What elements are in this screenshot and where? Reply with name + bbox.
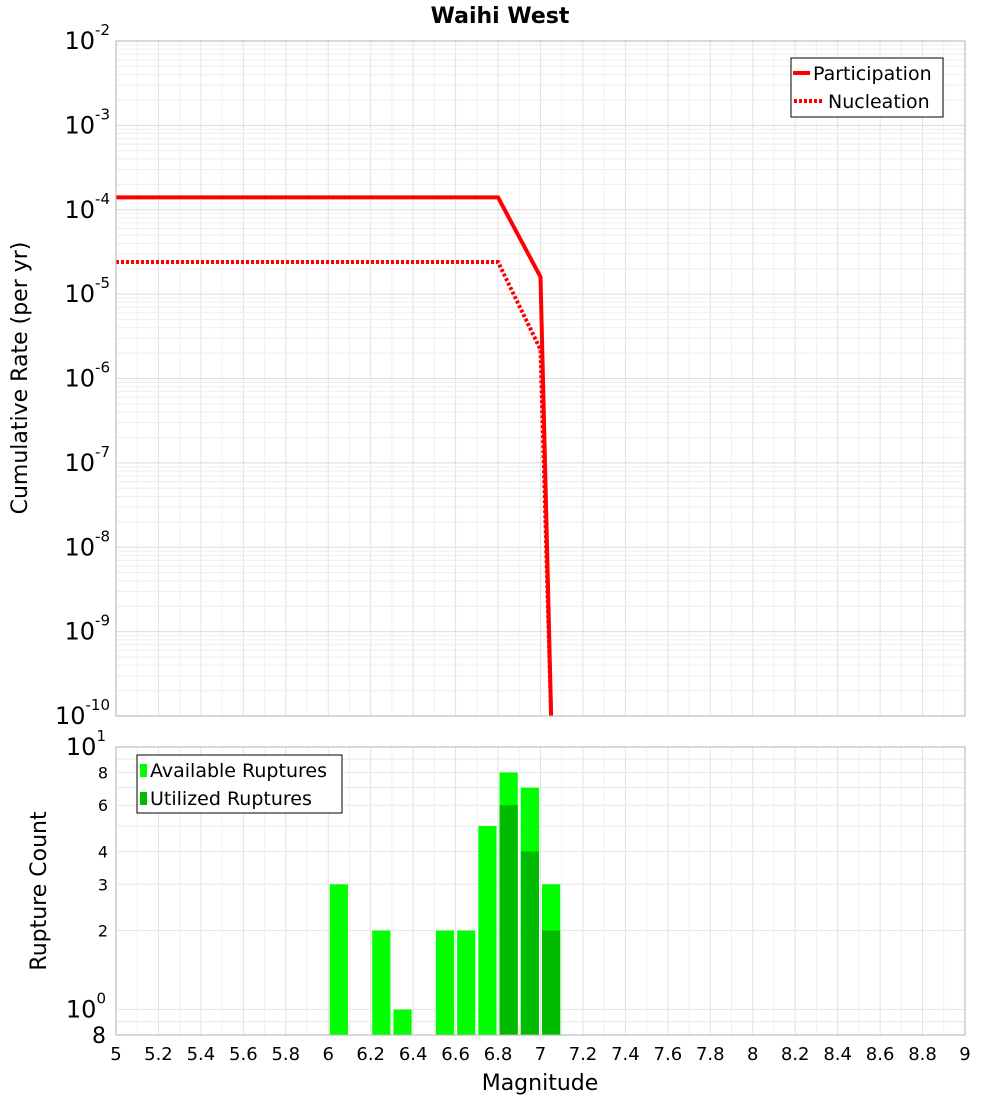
series-line-nucleation xyxy=(116,260,554,716)
bottom-y-tick-label: 6 xyxy=(98,796,108,815)
x-tick-label: 5.4 xyxy=(187,1044,216,1065)
rupture-legend: Available Ruptures Utilized Ruptures xyxy=(136,754,343,814)
bottom-plot-frame xyxy=(115,746,966,1036)
x-tick-label: 5.2 xyxy=(144,1044,173,1065)
x-ticks: 5 5.2 5.4 5.6 5.8 6 6.2 6.4 6.6 6.8 7 7.2 7.4 7.6 7.8 8… xyxy=(110,1044,970,1065)
x-tick-label: 5.6 xyxy=(229,1044,258,1065)
x-tick-label: 7.4 xyxy=(611,1044,640,1065)
rupture-legend-box xyxy=(136,754,343,814)
top-grid xyxy=(115,41,966,717)
bottom-y-tick-label: 101 xyxy=(66,727,106,761)
x-tick-label: 8.4 xyxy=(823,1044,852,1065)
legend-swatch-utilized xyxy=(140,792,147,805)
top-y-tick-label: 10-2 xyxy=(64,21,110,55)
bottom-y-tick-label: 3 xyxy=(98,875,108,894)
x-tick-label: 9 xyxy=(959,1044,970,1065)
x-tick-label: 6 xyxy=(323,1044,334,1065)
legend-swatch-available xyxy=(140,764,147,777)
bottom-y-axis-label: Rupture Count xyxy=(27,811,52,971)
legend-label-nucleation: Nucleation xyxy=(828,91,930,113)
x-tick-label: 5 xyxy=(110,1044,121,1065)
bar-available xyxy=(372,930,391,1035)
top-y-tick-label: 10-10 xyxy=(55,696,110,730)
bar-utilized xyxy=(542,930,561,1035)
x-tick-label: 7.6 xyxy=(654,1044,683,1065)
bottom-y-tick-label: 100 xyxy=(66,990,106,1024)
x-tick-label: 6.4 xyxy=(399,1044,428,1065)
x-tick-label: 8 xyxy=(747,1044,758,1065)
x-axis-label: Magnitude xyxy=(482,1071,599,1096)
x-tick-label: 7.2 xyxy=(569,1044,598,1065)
x-tick-label: 6.8 xyxy=(484,1044,513,1065)
bar-available xyxy=(478,826,497,1035)
top-y-tick-label: 10-7 xyxy=(64,443,110,477)
bar-available xyxy=(329,884,348,1035)
legend-label-participation: Participation xyxy=(813,63,932,85)
chart-title: Waihi West xyxy=(431,4,570,29)
x-tick-label: 6.6 xyxy=(441,1044,470,1065)
bar-available xyxy=(457,930,476,1035)
top-y-axis-label: Cumulative Rate (per yr) xyxy=(8,242,33,515)
bar-available xyxy=(435,930,455,1035)
rate-lines xyxy=(116,195,554,716)
bar-utilized xyxy=(499,805,518,1035)
series-line-participation xyxy=(116,195,554,716)
x-tick-label: 7 xyxy=(535,1044,546,1065)
top-y-tick-label: 10-6 xyxy=(64,359,110,393)
bar-available xyxy=(393,1009,412,1035)
bottom-y-tick-label: 4 xyxy=(98,842,108,861)
top-y-tick-label: 10-5 xyxy=(64,274,110,308)
bar-utilized xyxy=(520,851,539,1035)
legend-label-available: Available Ruptures xyxy=(150,760,327,782)
bottom-y-tick-label: 8 xyxy=(92,1024,106,1049)
top-y-tick-label: 10-3 xyxy=(64,105,110,139)
legend-label-utilized: Utilized Ruptures xyxy=(150,788,312,810)
top-y-tick-label: 10-8 xyxy=(64,527,110,561)
x-tick-label: 6.2 xyxy=(356,1044,385,1065)
top-plot-frame xyxy=(115,40,966,717)
top-y-tick-label: 10-9 xyxy=(64,612,110,646)
x-tick-label: 7.8 xyxy=(696,1044,725,1065)
x-tick-label: 5.8 xyxy=(271,1044,300,1065)
rate-legend: Participation Nucleation xyxy=(790,57,944,118)
x-tick-label: 8.2 xyxy=(781,1044,810,1065)
x-tick-label: 8.8 xyxy=(908,1044,937,1065)
top-y-ticks: 10-2 10-3 10-4 10-5 10-6 10-7 10-8 10-9 10-10 xyxy=(55,21,110,730)
rate-legend-box xyxy=(790,57,944,118)
bottom-y-tick-label: 2 xyxy=(98,922,108,941)
bottom-y-tick-label: 8 xyxy=(98,763,108,782)
rupture-bars xyxy=(329,772,561,1035)
top-y-tick-label: 10-4 xyxy=(64,190,110,224)
x-tick-label: 8.6 xyxy=(866,1044,895,1065)
